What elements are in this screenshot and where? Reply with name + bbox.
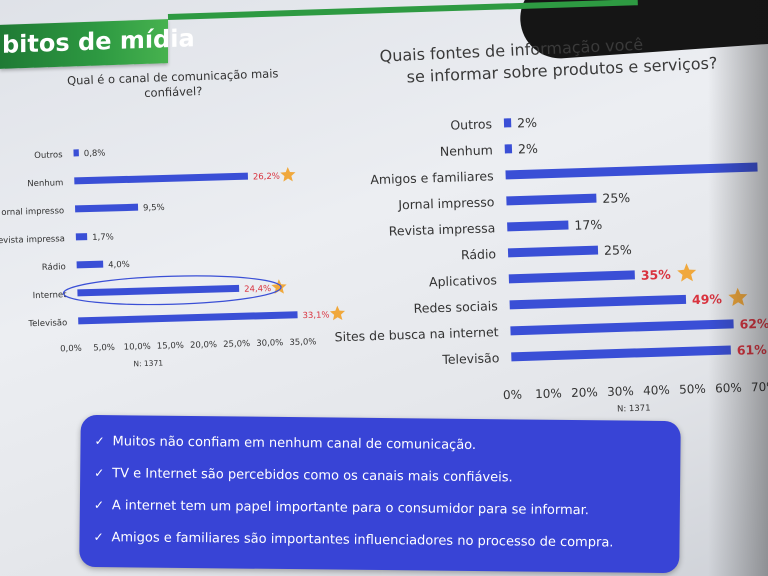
bar — [507, 245, 599, 258]
insight-text: Muitos não confiam em nenhum canal de co… — [112, 434, 477, 454]
category-label: Jornal impresso — [397, 194, 495, 212]
value-label: 26,2% — [253, 172, 280, 183]
insight-text: TV e Internet são percebidos como os can… — [112, 466, 513, 486]
value-label: 24,4% — [244, 284, 271, 295]
bar — [74, 172, 249, 185]
category-label: Internet — [33, 290, 68, 301]
x-tick-label: 70% — [751, 379, 768, 394]
bar — [506, 193, 597, 206]
category-label: ornal impresso — [1, 206, 64, 218]
star-icon — [329, 305, 346, 321]
value-label: 17% — [574, 217, 602, 233]
x-tick-label: 5,0% — [93, 343, 115, 354]
checkmark-icon: ✓ — [94, 434, 105, 449]
checkmark-icon: ✓ — [94, 466, 105, 481]
insights-box: ✓ Muitos não confiam em nenhum canal de c… — [79, 414, 681, 574]
bar — [504, 144, 513, 154]
insight-text: A internet tem um papel importante para … — [111, 498, 590, 519]
x-tick-label: 40% — [643, 383, 670, 398]
category-label: Outros — [450, 116, 492, 132]
insights-list: ✓ Muitos não confiam em nenhum canal de c… — [79, 415, 680, 559]
insight-item: ✓ Amigos e familiares são importantes inf… — [93, 521, 665, 559]
bar — [509, 294, 687, 310]
x-tick-label: 30% — [607, 384, 634, 399]
star-icon — [271, 279, 287, 294]
category-label: Redes sociais — [413, 298, 498, 316]
value-label: 2% — [517, 115, 537, 131]
x-tick-label: 10,0% — [124, 342, 151, 353]
value-label: 35% — [641, 267, 672, 283]
category-label: Rádio — [461, 246, 497, 262]
sample-size-note: N: 1371 — [617, 403, 651, 414]
highlight-ellipse — [62, 275, 282, 306]
bar — [78, 311, 298, 325]
left-chart-plot: Outros 0,8% Nenhum 26,2% ornal impresso 9,5% e… — [0, 149, 346, 369]
category-label: Rádio — [42, 262, 66, 273]
value-label: 61% — [737, 342, 768, 358]
bar — [76, 260, 104, 269]
value-label: 0,8% — [84, 149, 106, 160]
edge-shading — [708, 0, 768, 576]
bar — [510, 319, 734, 336]
bar — [511, 345, 731, 362]
category-label: Aplicativos — [429, 272, 497, 289]
star-icon — [677, 263, 697, 282]
checkmark-icon: ✓ — [93, 498, 105, 513]
value-label: 25% — [604, 242, 632, 258]
x-tick-label: 0% — [503, 388, 522, 403]
star-icon — [728, 287, 748, 306]
x-tick-label: 20,0% — [190, 340, 217, 351]
sample-size-note: N: 1371 — [133, 359, 163, 369]
category-label: Nenhum — [440, 142, 493, 159]
value-label: 9,5% — [143, 203, 165, 214]
category-label: Televisão — [441, 350, 500, 367]
category-label: Outros — [34, 150, 63, 161]
x-tick-label: 50% — [679, 382, 706, 397]
x-tick-label: 30,0% — [256, 338, 283, 349]
x-tick-label: 0,0% — [60, 344, 82, 355]
category-label: Amigos e familiares — [370, 168, 494, 187]
category-label: Televisão — [27, 318, 67, 329]
x-tick-label: 60% — [715, 381, 742, 396]
bar — [508, 270, 635, 284]
x-tick-label: 10% — [535, 386, 562, 401]
value-label: 49% — [692, 291, 723, 307]
x-tick-label: 35,0% — [289, 337, 316, 348]
x-tick-label: 25,0% — [223, 339, 250, 350]
value-label: 25% — [602, 190, 630, 206]
value-label: 4,0% — [108, 260, 130, 271]
x-tick-label: 15,0% — [157, 341, 184, 352]
star-icon — [280, 166, 296, 182]
right-chart-plot: Outros 2% Nenhum 2% Amigos e familiares Jorna… — [334, 115, 768, 415]
bar — [503, 118, 512, 128]
category-label: Nenhum — [27, 178, 63, 189]
bar — [73, 149, 79, 157]
bar — [77, 284, 240, 297]
value-label: 1,7% — [92, 232, 114, 243]
value-label: 33,1% — [302, 310, 329, 321]
value-label: 62% — [739, 316, 768, 332]
category-label: evista impressa — [0, 234, 65, 246]
checkmark-icon: ✓ — [93, 530, 104, 545]
bar — [74, 203, 139, 213]
x-tick-label: 20% — [571, 385, 598, 400]
category-label: Revista impressa — [389, 220, 496, 238]
bar — [75, 233, 88, 241]
bar — [505, 162, 758, 180]
bar — [507, 220, 569, 232]
category-label: Sites de busca na internet — [334, 324, 498, 344]
insight-text: Amigos e familiares são importantes infl… — [111, 530, 614, 551]
value-label: 2% — [518, 141, 538, 157]
